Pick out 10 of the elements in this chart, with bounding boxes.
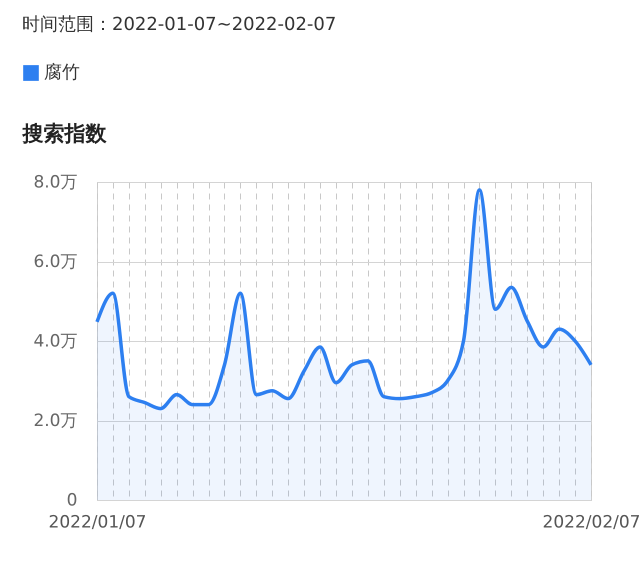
x-tick-label: 2022/02/07 <box>542 512 640 532</box>
y-tick-label: 6.0万 <box>33 252 78 272</box>
y-tick-label: 4.0万 <box>33 332 78 352</box>
y-tick-label: 2.0万 <box>33 411 78 431</box>
legend-label: 腐竹 <box>44 62 80 83</box>
y-tick-label: 0 <box>66 490 78 510</box>
chart-title: 时间范围：2022-01-07~2022-02-07 <box>22 14 336 35</box>
y-tick-label: 8.0万 <box>33 172 78 192</box>
y-axis-title: 搜索指数 <box>22 122 108 146</box>
x-tick-label: 2022/01/07 <box>48 512 146 532</box>
